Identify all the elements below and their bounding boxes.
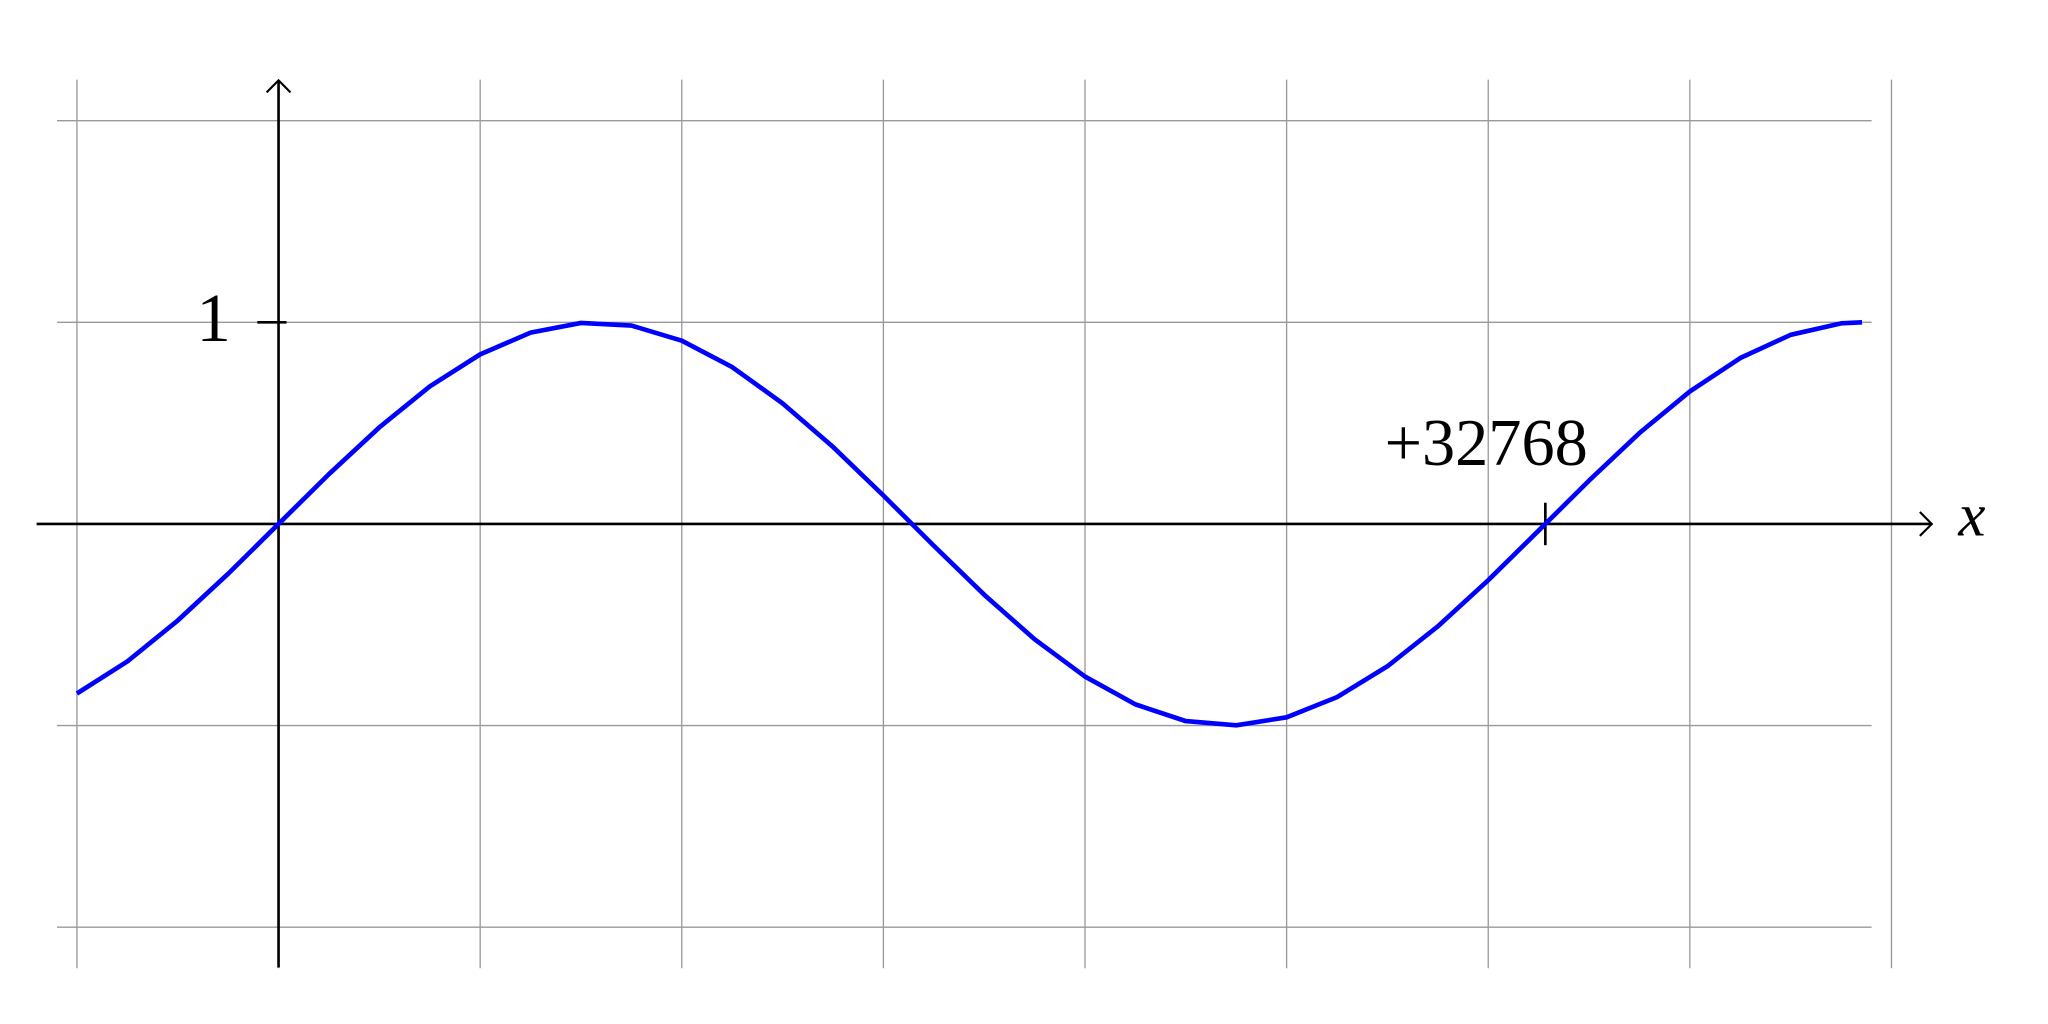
curve [75,320,1863,728]
x-axis-label: x [1957,482,1985,549]
y-tick-label: 1 [196,280,230,356]
x-axis-arrow [1919,511,1934,537]
y-axis-arrow [265,78,292,94]
x-tick-label: +32768 [1385,407,1588,480]
